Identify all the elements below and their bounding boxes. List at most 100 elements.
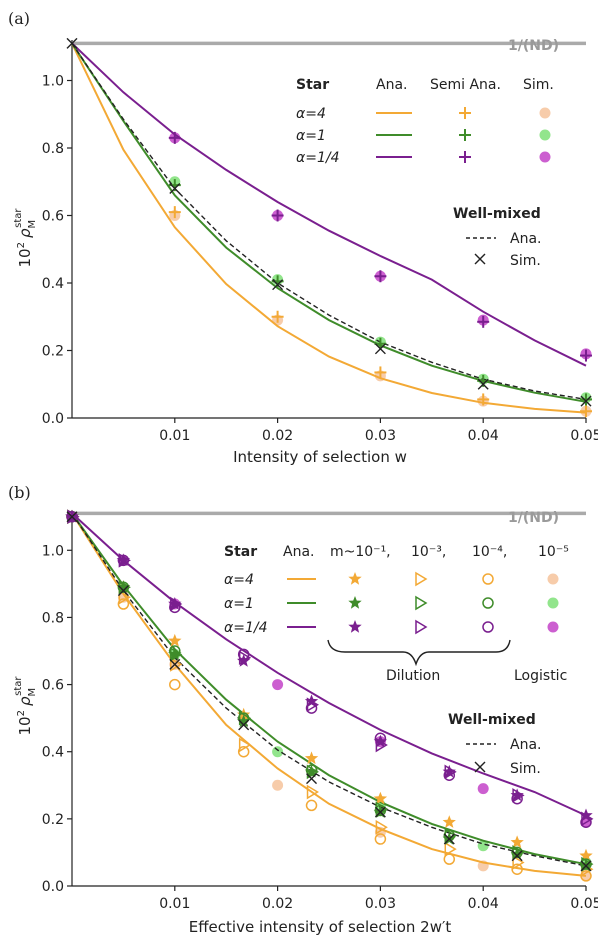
legend-semi-mark-a1 xyxy=(459,129,471,141)
wm-legend-title: Well-mixed xyxy=(453,206,541,222)
semi-point-a1 xyxy=(580,393,592,406)
dilution-brace xyxy=(327,639,511,667)
panel-b-y-axis-label: 102 ρMstar xyxy=(13,676,38,736)
star-point-a1 xyxy=(237,714,251,728)
ylabel-sub: M xyxy=(27,220,38,229)
wellmixed-sim-point xyxy=(238,719,250,731)
legend-row-a14: α=1/4 xyxy=(296,150,340,166)
sim-point-a14 xyxy=(272,679,284,691)
wm-legend-sim: Sim. xyxy=(510,761,541,777)
x-tick-label: 0.04 xyxy=(468,428,499,444)
legend-title: Star xyxy=(296,77,329,93)
circle-point-a4 xyxy=(511,863,523,875)
legend-header-ana: Ana. xyxy=(283,544,314,560)
ylabel-exp: 2 xyxy=(16,242,27,248)
legend-row-a4: α=4 xyxy=(224,572,254,588)
y-tick-label: 1.0 xyxy=(42,74,64,90)
wellmixed-sim-point-b xyxy=(169,183,181,194)
panel-a-label: (a) xyxy=(8,9,30,28)
wellmixed-sim-point xyxy=(169,183,181,194)
legend-header-m3: 10⁻³, xyxy=(411,544,446,560)
panel-a-plot xyxy=(66,37,592,418)
wellmixed-sim-point-b xyxy=(272,279,284,291)
y-tick-label: 0.2 xyxy=(42,812,64,828)
legend-row-a1: α=1 xyxy=(296,128,326,144)
circle-point-a1 xyxy=(580,858,592,870)
y-tick-label: 0.0 xyxy=(42,411,64,427)
star-point-a14 xyxy=(510,788,524,801)
semi-point-a14 xyxy=(168,131,181,144)
y-tick-label: 0.4 xyxy=(42,276,64,292)
wellmixed-ana-line xyxy=(71,43,587,401)
ana-line-a4 xyxy=(71,512,587,877)
panel-b-axes: 0.01 0.02 0.03 0.04 0.05 0.0 0.2 0.4 0.6 0.8 1.0 xyxy=(42,510,598,912)
legend-semi-mark-a14 xyxy=(459,151,471,163)
wm-legend-x-mark xyxy=(474,253,486,265)
tri-point-a4 xyxy=(170,657,183,672)
sim-point-a4 xyxy=(272,779,284,791)
panel-a-legend-marks xyxy=(376,107,551,163)
dilution-label: Dilution xyxy=(386,668,440,684)
legend-dot-mark-a4 xyxy=(547,573,559,585)
ylabel-base: 10 xyxy=(16,248,34,267)
ylabel-sym: ρ xyxy=(16,228,34,238)
wellmixed-sim-point xyxy=(374,343,386,355)
tri-point-a14 xyxy=(67,509,80,525)
wellmixed-sim-point-b xyxy=(374,806,386,818)
star-point-a14 xyxy=(116,553,131,566)
ylabel-sup: star xyxy=(13,208,24,228)
tri-point-a4 xyxy=(306,784,319,800)
ana-line-a1 xyxy=(71,512,587,866)
wellmixed-sim-point-b xyxy=(580,860,592,872)
legend-header-semi: Semi Ana. xyxy=(430,77,501,93)
legend-tri-mark-a4 xyxy=(415,571,428,587)
star-point-a4 xyxy=(510,835,524,848)
circle-point-a1 xyxy=(511,846,523,859)
svg-text:102ρMstar: 102 ρMstar xyxy=(13,208,38,268)
legend-star-mark-a4 xyxy=(348,572,362,585)
circle-point-a14 xyxy=(117,554,130,567)
legend-circle-mark-a4 xyxy=(482,573,494,585)
wellmixed-sim-point-b xyxy=(374,343,386,355)
circle-point-a14 xyxy=(511,792,523,805)
wellmixed-sim-point xyxy=(306,773,318,785)
x-tick-label: 0.01 xyxy=(159,896,190,912)
wm-legend-sim: Sim. xyxy=(510,253,541,269)
panel-b-label: (b) xyxy=(8,483,31,502)
wellmixed-sim-point xyxy=(117,585,129,597)
wellmixed-sim-point xyxy=(477,378,489,390)
tri-point-a4 xyxy=(512,855,525,870)
y-tick-label: 0.2 xyxy=(42,344,64,360)
legend-header-sim: Sim. xyxy=(523,77,554,93)
tri-point-a14 xyxy=(118,553,131,568)
star-point-a14 xyxy=(442,764,456,778)
wellmixed-sim-point-b xyxy=(117,585,129,597)
wellmixed-sim-point-b xyxy=(169,658,181,670)
wellmixed-sim-point-b xyxy=(238,719,250,731)
legend-sim-mark-a1 xyxy=(539,129,551,141)
tri-point-a4 xyxy=(444,841,457,857)
wm-legend-title: Well-mixed xyxy=(448,712,536,728)
panel-b-x-axis-label: Effective intensity of selection 2w′t xyxy=(189,918,452,936)
circle-point-a1 xyxy=(117,581,130,593)
sim-point-a4 xyxy=(580,870,592,882)
ana-line-a14 xyxy=(71,512,587,817)
star-point-a1 xyxy=(116,580,131,593)
svg-text:102ρMstar: 102 ρMstar xyxy=(13,676,38,736)
circle-point-a1 xyxy=(443,829,456,842)
circle-point-a4 xyxy=(169,678,181,691)
panel-a-x-axis-label: Intensity of selection w xyxy=(233,448,407,466)
legend-header-m1: m~10⁻¹, xyxy=(330,544,391,560)
legend-star-mark-a14 xyxy=(348,620,362,633)
wm-legend-ana: Ana. xyxy=(510,231,541,247)
wellmixed-sim-point xyxy=(580,395,592,407)
star-point-a14 xyxy=(237,654,251,667)
star-point-a4 xyxy=(373,791,388,805)
legend-row-a14: α=1/4 xyxy=(224,620,268,636)
x-tick-label: 0.05 xyxy=(570,428,598,444)
wellmixed-sim-point xyxy=(443,833,455,845)
tri-point-a4 xyxy=(238,737,252,753)
x-tick-label: 0.02 xyxy=(262,896,293,912)
circle-point-a14 xyxy=(237,648,250,661)
legend-tri-mark-a1 xyxy=(415,595,428,611)
